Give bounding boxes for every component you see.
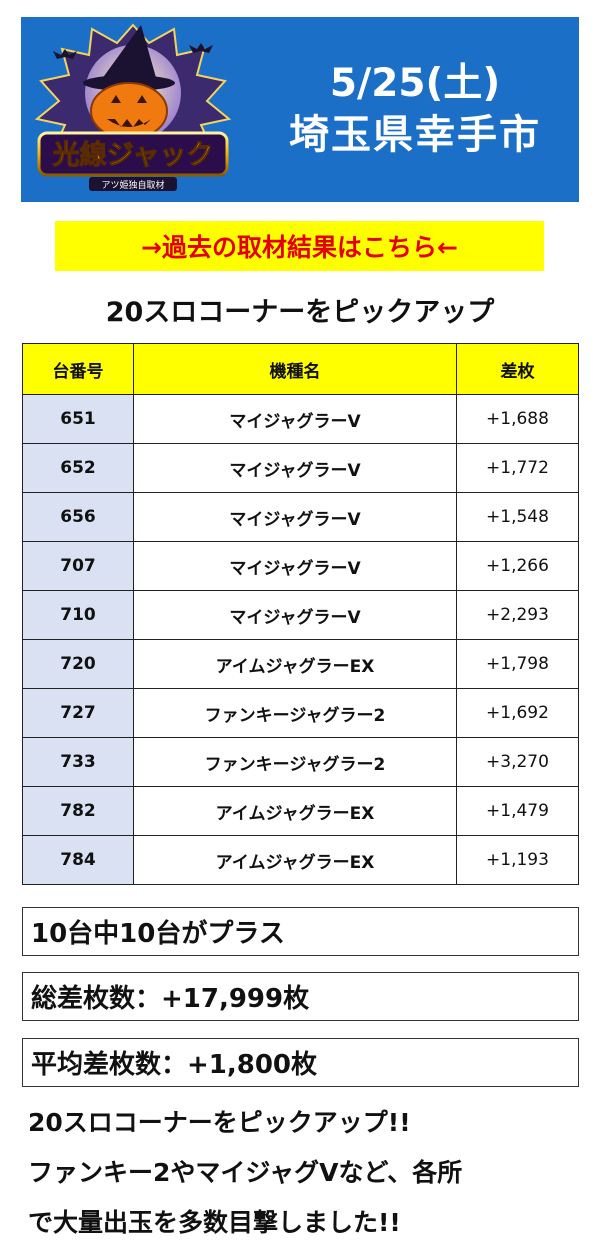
machine-number: 733 bbox=[22, 737, 134, 787]
machine-number: 782 bbox=[22, 786, 134, 836]
average-difference-summary: 平均差枚数：+1,800枚 bbox=[22, 1038, 579, 1087]
difference: +2,293 bbox=[456, 590, 579, 640]
header-model-name: 機種名 bbox=[133, 343, 457, 395]
model-name: マイジャグラーV bbox=[133, 443, 457, 493]
model-name: アイムジャグラーEX bbox=[133, 786, 457, 836]
machine-number: 652 bbox=[22, 443, 134, 493]
model-name: マイジャグラーV bbox=[133, 394, 457, 444]
difference: +1,479 bbox=[456, 786, 579, 836]
table-row: 652 マイジャグラーV +1,772 bbox=[22, 443, 579, 493]
table-row: 651 マイジャグラーV +1,688 bbox=[22, 394, 579, 444]
kousen-jack-logo: 光線ジャック アツ姫独自取材 bbox=[34, 23, 232, 191]
total-difference-summary: 総差枚数：+17,999枚 bbox=[22, 972, 579, 1021]
svg-text:アツ姫独自取材: アツ姫独自取材 bbox=[101, 179, 164, 191]
model-name: マイジャグラーV bbox=[133, 541, 457, 591]
machine-number: 710 bbox=[22, 590, 134, 640]
difference: +1,772 bbox=[456, 443, 579, 493]
machine-number: 651 bbox=[22, 394, 134, 444]
model-name: ファンキージャグラー2 bbox=[133, 737, 457, 787]
difference: +1,688 bbox=[456, 394, 579, 444]
machine-number: 727 bbox=[22, 688, 134, 738]
header-banner: 光線ジャック アツ姫独自取材 5/25(土) 埼玉県幸手市 bbox=[21, 17, 579, 202]
model-name: アイムジャグラーEX bbox=[133, 835, 457, 885]
machine-number: 656 bbox=[22, 492, 134, 542]
machine-number: 720 bbox=[22, 639, 134, 689]
difference: +1,266 bbox=[456, 541, 579, 591]
table-row: 707 マイジャグラーV +1,266 bbox=[22, 541, 579, 591]
comment-text: 20スロコーナーをピックアップ!! ファンキー2やマイジャグVなど、各所 で大量… bbox=[28, 1098, 588, 1248]
section-title: 20スロコーナーをピックアップ bbox=[105, 297, 495, 328]
table-row: 720 アイムジャグラーEX +1,798 bbox=[22, 639, 579, 689]
event-date: 5/25(土) bbox=[329, 60, 501, 106]
comment-line: で大量出玉を多数目撃しました!! bbox=[28, 1208, 401, 1237]
header-machine-number: 台番号 bbox=[22, 343, 134, 395]
table-row: 733 ファンキージャグラー2 +3,270 bbox=[22, 737, 579, 787]
difference: +1,548 bbox=[456, 492, 579, 542]
model-name: ファンキージャグラー2 bbox=[133, 688, 457, 738]
model-name: マイジャグラーV bbox=[133, 492, 457, 542]
table-row: 656 マイジャグラーV +1,548 bbox=[22, 492, 579, 542]
table-header-row: 台番号 機種名 差枚 bbox=[22, 343, 579, 395]
table-row: 710 マイジャグラーV +2,293 bbox=[22, 590, 579, 640]
machine-number: 707 bbox=[22, 541, 134, 591]
header-difference: 差枚 bbox=[456, 343, 579, 395]
model-name: マイジャグラーV bbox=[133, 590, 457, 640]
difference: +1,798 bbox=[456, 639, 579, 689]
model-name: アイムジャグラーEX bbox=[133, 639, 457, 689]
difference: +3,270 bbox=[456, 737, 579, 787]
event-info: 5/25(土) 埼玉県幸手市 bbox=[251, 17, 579, 202]
svg-text:光線ジャック: 光線ジャック bbox=[52, 139, 214, 171]
plus-count-summary: 10台中10台がプラス bbox=[22, 907, 579, 956]
past-results-link[interactable]: →過去の取材結果はこちら← bbox=[55, 221, 544, 271]
machine-number: 784 bbox=[22, 835, 134, 885]
results-table: 台番号 機種名 差枚 651 マイジャグラーV +1,688 652 マイジャグラーV… bbox=[22, 343, 579, 885]
comment-line: ファンキー2やマイジャグVなど、各所 bbox=[28, 1158, 463, 1187]
table-row: 727 ファンキージャグラー2 +1,692 bbox=[22, 688, 579, 738]
table-row: 784 アイムジャグラーEX +1,193 bbox=[22, 835, 579, 885]
comment-line: 20スロコーナーをピックアップ!! bbox=[28, 1108, 411, 1137]
event-place: 埼玉県幸手市 bbox=[289, 111, 541, 158]
difference: +1,193 bbox=[456, 835, 579, 885]
difference: +1,692 bbox=[456, 688, 579, 738]
table-row: 782 アイムジャグラーEX +1,479 bbox=[22, 786, 579, 836]
